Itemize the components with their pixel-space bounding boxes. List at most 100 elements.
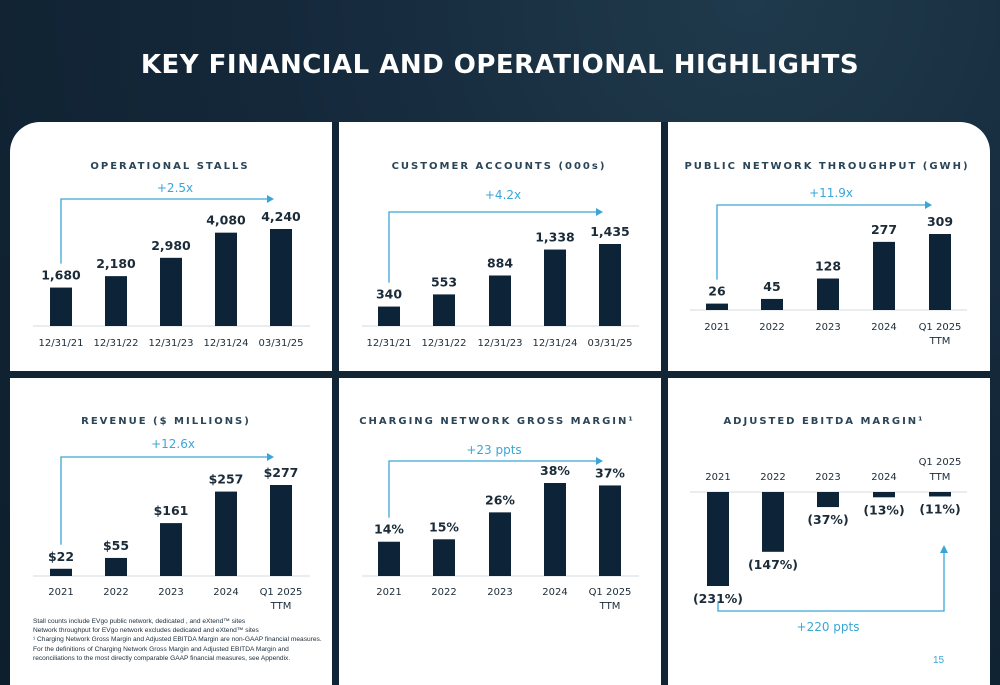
chart1-tick-label-1: 12/31/21 bbox=[39, 338, 84, 349]
chart1-data-label-4: 4,080 bbox=[206, 213, 246, 228]
chart3-bar-3 bbox=[817, 278, 839, 310]
chart4-bar-2 bbox=[105, 557, 127, 576]
chart6-growth-arrow-head bbox=[940, 545, 948, 553]
chart3-data-label-2: 45 bbox=[763, 279, 780, 294]
chart2-growth-arrow-head bbox=[596, 208, 603, 216]
chart5-tick-label-2: 2022 bbox=[431, 587, 456, 598]
chart5-tick-label-4: 2024 bbox=[542, 587, 567, 598]
chart4-bar-3 bbox=[160, 523, 182, 576]
chart2-tick-label-5: 03/31/25 bbox=[588, 338, 633, 349]
chart1-growth-annotation: +2.5x bbox=[157, 181, 193, 195]
chart5-title: CHARGING NETWORK GROSS MARGIN¹ bbox=[359, 416, 635, 427]
chart3-data-label-3: 128 bbox=[815, 259, 841, 274]
chart3-tick-label-5-line-1: Q1 2025 bbox=[919, 322, 962, 333]
chart2-bar-1 bbox=[378, 306, 400, 326]
chart4-tick-label-3: 2023 bbox=[158, 587, 183, 598]
chart4-data-label-1: $22 bbox=[48, 549, 74, 564]
chart3-tick-label-4: 2024 bbox=[871, 322, 896, 333]
chart5-bar-2 bbox=[433, 539, 455, 576]
chart1-tick-label-4: 12/31/24 bbox=[204, 338, 249, 349]
chart3-growth-arrow-line bbox=[716, 204, 926, 280]
chart5-data-label-5: 37% bbox=[595, 465, 625, 480]
chart3-data-label-4: 277 bbox=[871, 222, 897, 237]
chart3-bar-2 bbox=[761, 298, 783, 310]
chart5-bar-4 bbox=[544, 483, 566, 576]
chart6-data-label-1: (231%) bbox=[693, 591, 743, 606]
chart4-tick-label-1: 2021 bbox=[48, 587, 73, 598]
chart2-data-label-3: 884 bbox=[487, 255, 513, 270]
chart3-tick-label-3: 2023 bbox=[815, 322, 840, 333]
chart3-tick-label-2: 2022 bbox=[759, 322, 784, 333]
chart5-bar-5 bbox=[599, 485, 621, 576]
chart1-data-label-3: 2,980 bbox=[151, 238, 191, 253]
chart6-tick-label-3: 2023 bbox=[815, 472, 840, 483]
panel-divider-vertical-2 bbox=[661, 122, 668, 685]
chart2-bar-4 bbox=[544, 249, 566, 326]
chart1-title: OPERATIONAL STALLS bbox=[90, 161, 249, 172]
chart3-bar-1 bbox=[706, 303, 728, 310]
chart6-bar-2 bbox=[762, 492, 784, 552]
chart3-data-label-1: 26 bbox=[708, 284, 726, 299]
chart2-data-label-2: 553 bbox=[431, 274, 457, 289]
chart3-tick-label-1: 2021 bbox=[704, 322, 729, 333]
chart1-bar-4 bbox=[215, 232, 237, 326]
chart5-tick-label-1: 2021 bbox=[376, 587, 401, 598]
chart2-bar-3 bbox=[489, 275, 511, 326]
chart1-data-label-2: 2,180 bbox=[96, 256, 136, 271]
chart3-growth-annotation: +11.9x bbox=[809, 186, 853, 200]
chart3-bar-4 bbox=[873, 241, 895, 310]
chart4-tick-label-5-line-2: TTM bbox=[270, 601, 292, 612]
chart1-tick-label-3: 12/31/23 bbox=[149, 338, 194, 349]
chart6-bar-5 bbox=[929, 492, 951, 497]
chart4-data-label-3: $161 bbox=[154, 503, 189, 518]
chart4-growth-arrow-line bbox=[60, 456, 268, 545]
chart2-title: CUSTOMER ACCOUNTS (000s) bbox=[392, 161, 607, 172]
chart2-tick-label-3: 12/31/23 bbox=[478, 338, 523, 349]
page-number: 15 bbox=[933, 655, 945, 666]
chart1-data-label-5: 4,240 bbox=[261, 209, 301, 224]
footnote-3: ¹ Charging Network Gross Margin and Adju… bbox=[33, 636, 322, 662]
chart6-bar-1 bbox=[707, 492, 729, 586]
chart2-growth-arrow-line bbox=[388, 211, 597, 283]
chart4-tick-label-4: 2024 bbox=[213, 587, 238, 598]
chart4-tick-label-2: 2022 bbox=[103, 587, 128, 598]
chart1-tick-label-2: 12/31/22 bbox=[94, 338, 139, 349]
chart6-tick-label-5-line-2: TTM bbox=[929, 472, 951, 483]
chart6-growth-arrow-line bbox=[717, 553, 945, 612]
chart2-bar-5 bbox=[599, 244, 621, 326]
chart6-title: ADJUSTED EBITDA MARGIN¹ bbox=[723, 416, 924, 427]
footnotes: Stall counts include EVgo public network… bbox=[33, 617, 323, 663]
chart1-bar-3 bbox=[160, 257, 182, 326]
chart4-data-label-4: $257 bbox=[209, 472, 244, 487]
chart6-bar-4 bbox=[873, 492, 895, 498]
chart5-data-label-4: 38% bbox=[540, 463, 570, 478]
chart5-growth-arrow-line bbox=[388, 460, 597, 518]
chart1-growth-arrow-line bbox=[60, 198, 268, 264]
chart4-bar-4 bbox=[215, 491, 237, 576]
chart4-data-label-5: $277 bbox=[264, 465, 299, 480]
chart3-tick-label-5-line-2: TTM bbox=[929, 336, 951, 347]
chart3-title: PUBLIC NETWORK THROUGHPUT (GWH) bbox=[684, 161, 969, 172]
footnote-1: Stall counts include EVgo public network… bbox=[33, 618, 246, 625]
chart4-bar-1 bbox=[50, 568, 72, 576]
chart6-data-label-2: (147%) bbox=[748, 557, 798, 572]
chart6-tick-label-4: 2024 bbox=[871, 472, 896, 483]
chart3-bar-5 bbox=[929, 234, 951, 310]
chart2-growth-annotation: +4.2x bbox=[485, 188, 521, 202]
chart1-bar-2 bbox=[105, 276, 127, 326]
chart2-tick-label-2: 12/31/22 bbox=[422, 338, 467, 349]
chart2-data-label-5: 1,435 bbox=[590, 224, 630, 239]
chart4-title: REVENUE ($ MILLIONS) bbox=[81, 416, 251, 427]
panel-divider-vertical-1 bbox=[332, 122, 339, 685]
chart4-growth-annotation: +12.6x bbox=[151, 437, 195, 451]
chart6-tick-label-5-line-1: Q1 2025 bbox=[919, 457, 962, 468]
chart4-growth-arrow-head bbox=[267, 453, 274, 461]
chart2-data-label-1: 340 bbox=[376, 287, 402, 302]
chart6-data-label-5: (11%) bbox=[919, 501, 960, 516]
chart4-data-label-2: $55 bbox=[103, 538, 129, 553]
footnote-2: Network throughput for EVgo network excl… bbox=[33, 627, 259, 635]
chart3-growth-arrow-head bbox=[925, 201, 932, 209]
chart1-tick-label-5: 03/31/25 bbox=[259, 338, 304, 349]
chart5-tick-label-3: 2023 bbox=[487, 587, 512, 598]
chart6-tick-label-2: 2022 bbox=[760, 472, 785, 483]
